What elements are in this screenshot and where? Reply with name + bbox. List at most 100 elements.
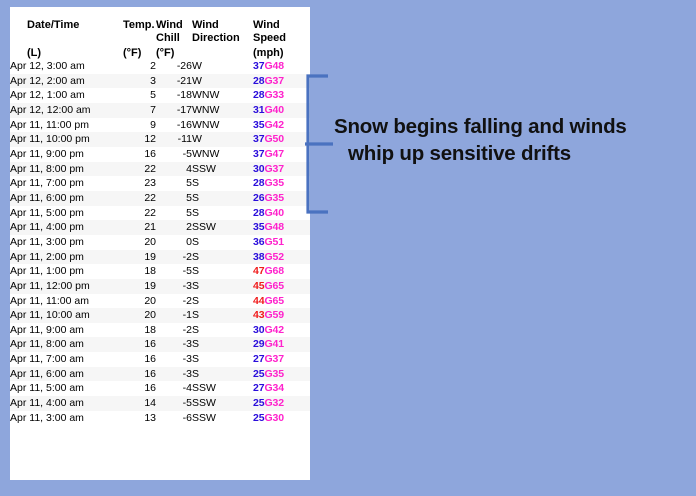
cell-wind-speed: 35G48 [253,220,310,235]
wind-speed-value: 25 [253,367,265,380]
cell-wind-direction: WNW [192,147,220,160]
wind-gust-value: G37 [264,353,285,366]
cell-wind-speed: 25G32 [253,396,310,411]
cell-temperature: 22 [123,161,156,177]
cell-datetime: Apr 12, 12:00 am [10,102,123,118]
wind-gust-value: G40 [264,103,285,116]
cell-wind-chill: -1 [156,308,192,323]
callout-bracket-icon [305,74,333,214]
table-row: Apr 11, 3:00 pm 20 0 S 36G51 [10,235,310,250]
cell-wind-direction: WNW [192,102,253,118]
unit-datetime: (L) [27,47,42,59]
wind-gust-value: G30 [264,411,285,424]
cell-datetime: Apr 11, 9:00 am [10,323,84,336]
cell-wind-direction: SSW [192,220,253,235]
cell-wind-chill: -3 [156,278,192,294]
cell-datetime: Apr 11, 3:00 pm [10,235,84,248]
cell-datetime: Apr 11, 10:00 pm [10,132,123,147]
cell-temperature: 20 [123,308,156,323]
table-row: Apr 11, 7:00 am 16 -3 S 27G37 [10,352,310,367]
wind-speed-value: 37 [253,133,265,146]
cell-wind-speed: 28G35 [253,176,310,191]
table-row: Apr 11, 10:00 pm 12 -11 W 37G50 [10,132,310,147]
wind-speed-value: 28 [253,206,265,219]
cell-temperature: 21 [123,220,156,235]
cell-wind-direction: S [192,235,200,248]
cell-temperature: 20 [144,294,156,307]
cell-datetime: Apr 11, 8:00 pm [10,161,123,177]
column-header-wind-chill-line2: Chill [156,32,180,44]
wind-gust-value: G35 [264,367,285,380]
cell-temperature: 16 [144,353,156,366]
cell-wind-direction: W [192,73,253,89]
unit-wind-speed: (mph) [253,47,284,59]
wind-gust-value: G35 [264,191,285,204]
cell-wind-speed: 30G42 [253,323,310,338]
wind-gust-value: G40 [264,206,285,219]
cell-wind-direction: SSW [192,396,253,411]
cell-wind-direction: SSW [192,382,216,395]
wind-gust-value: G42 [264,323,285,336]
cell-wind-chill: -11 [156,132,192,147]
cell-temperature: 19 [123,278,156,294]
cell-temperature: 3 [123,73,156,89]
cell-wind-direction: S [192,323,200,336]
cell-wind-speed: 28G37 [253,73,310,89]
table-row: Apr 12, 12:00 am 7 -17 WNW 31G40 [10,102,310,118]
cell-wind-speed: 27G34 [253,381,310,396]
table-row: Apr 11, 11:00 pm 9 -16 WNW 35G42 [10,118,310,133]
wind-gust-value: G65 [264,279,285,292]
cell-temperature: 18 [144,323,156,336]
cell-wind-direction: S [192,206,200,219]
wind-speed-value: 35 [253,118,265,131]
cell-temperature: 16 [123,366,156,382]
cell-wind-speed: 36G51 [253,235,310,250]
cell-wind-direction: S [192,337,253,353]
cell-wind-chill: -3 [156,337,192,353]
cell-temperature: 2 [150,60,156,72]
table-row: Apr 11, 5:00 am 16 -4 SSW 27G34 [10,381,310,396]
column-header-wind-speed: Wind [253,19,280,31]
table-row: Apr 11, 1:00 pm 18 -5 S 47G68 [10,264,310,279]
cell-datetime: Apr 11, 6:00 pm [10,190,123,206]
cell-wind-speed: 25G35 [253,366,310,382]
cell-wind-chill: -21 [156,73,192,89]
cell-datetime: Apr 11, 4:00 am [10,396,123,411]
table-row: Apr 11, 6:00 am 16 -3 S 25G35 [10,366,310,382]
cell-wind-direction: W [192,60,202,72]
cell-datetime: Apr 11, 12:00 pm [10,278,123,294]
cell-temperature: 16 [144,147,156,160]
weather-observations-table: Date/Time Temp. Wind Wind Wind Chill Dir… [10,7,310,425]
cell-wind-chill: -4 [182,382,192,395]
cell-datetime: Apr 11, 2:00 pm [10,249,123,265]
cell-wind-direction: S [192,278,253,294]
wind-gust-value: G68 [264,265,285,278]
unit-wind-chill: (°F) [156,47,175,59]
cell-wind-chill: -17 [156,102,192,118]
cell-temperature: 5 [150,89,156,102]
unit-temp: (°F) [123,47,142,59]
wind-speed-value: 27 [253,382,265,395]
cell-temperature: 7 [123,102,156,118]
wind-speed-value: 25 [253,397,265,410]
cell-wind-speed: 43G59 [253,308,310,323]
table-row: Apr 11, 12:00 pm 19 -3 S 45G65 [10,278,310,294]
wind-gust-value: G52 [264,250,285,263]
wind-gust-value: G33 [264,89,285,102]
cell-wind-chill: -18 [176,89,192,102]
column-header-temp: Temp. [123,19,155,31]
wind-gust-value: G48 [264,221,285,234]
cell-datetime: Apr 12, 2:00 am [10,73,123,89]
cell-wind-chill: -5 [156,396,192,411]
table-row: Apr 11, 10:00 am 20 -1 S 43G59 [10,308,310,323]
wind-speed-value: 26 [253,191,265,204]
wind-speed-value: 47 [253,265,265,278]
cell-datetime: Apr 11, 4:00 pm [10,220,123,235]
cell-wind-chill: -3 [156,366,192,382]
cell-wind-speed: 31G40 [253,102,310,118]
column-header-wind-direction: Wind [192,19,219,31]
wind-gust-value: G41 [264,338,285,351]
unit-wind-direction [192,44,253,59]
column-header-temp-line2 [123,31,156,44]
wind-gust-value: G65 [264,294,285,307]
